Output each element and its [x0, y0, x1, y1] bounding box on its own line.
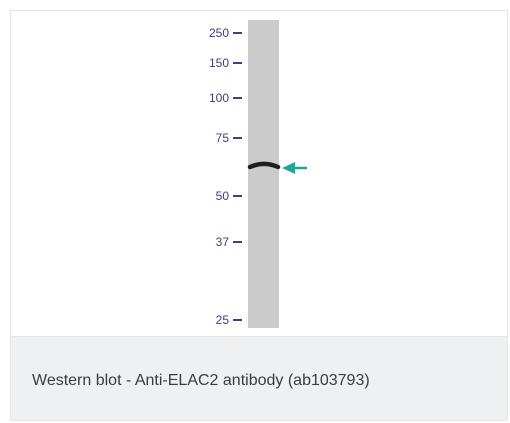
western-blot-svg: 250 150 100 75 50 37 25 — [209, 20, 307, 328]
protein-band — [247, 161, 281, 170]
figure-card: 250 150 100 75 50 37 25 — [10, 10, 508, 421]
western-blot-image: 250 150 100 75 50 37 25 — [11, 11, 507, 336]
marker-label-50: 50 — [216, 189, 230, 203]
marker-label-75: 75 — [216, 131, 230, 145]
gel-lane — [248, 20, 279, 328]
band-arrow-icon — [282, 162, 307, 174]
marker-label-250: 250 — [209, 26, 229, 40]
marker-label-37: 37 — [216, 235, 230, 249]
marker-ticks — [233, 32, 242, 321]
figure-caption: Western blot - Anti-ELAC2 antibody (ab10… — [32, 372, 370, 389]
caption-bar: Western blot - Anti-ELAC2 antibody (ab10… — [11, 336, 507, 420]
marker-label-25: 25 — [216, 313, 230, 327]
marker-label-100: 100 — [209, 91, 229, 105]
marker-label-150: 150 — [209, 56, 229, 70]
